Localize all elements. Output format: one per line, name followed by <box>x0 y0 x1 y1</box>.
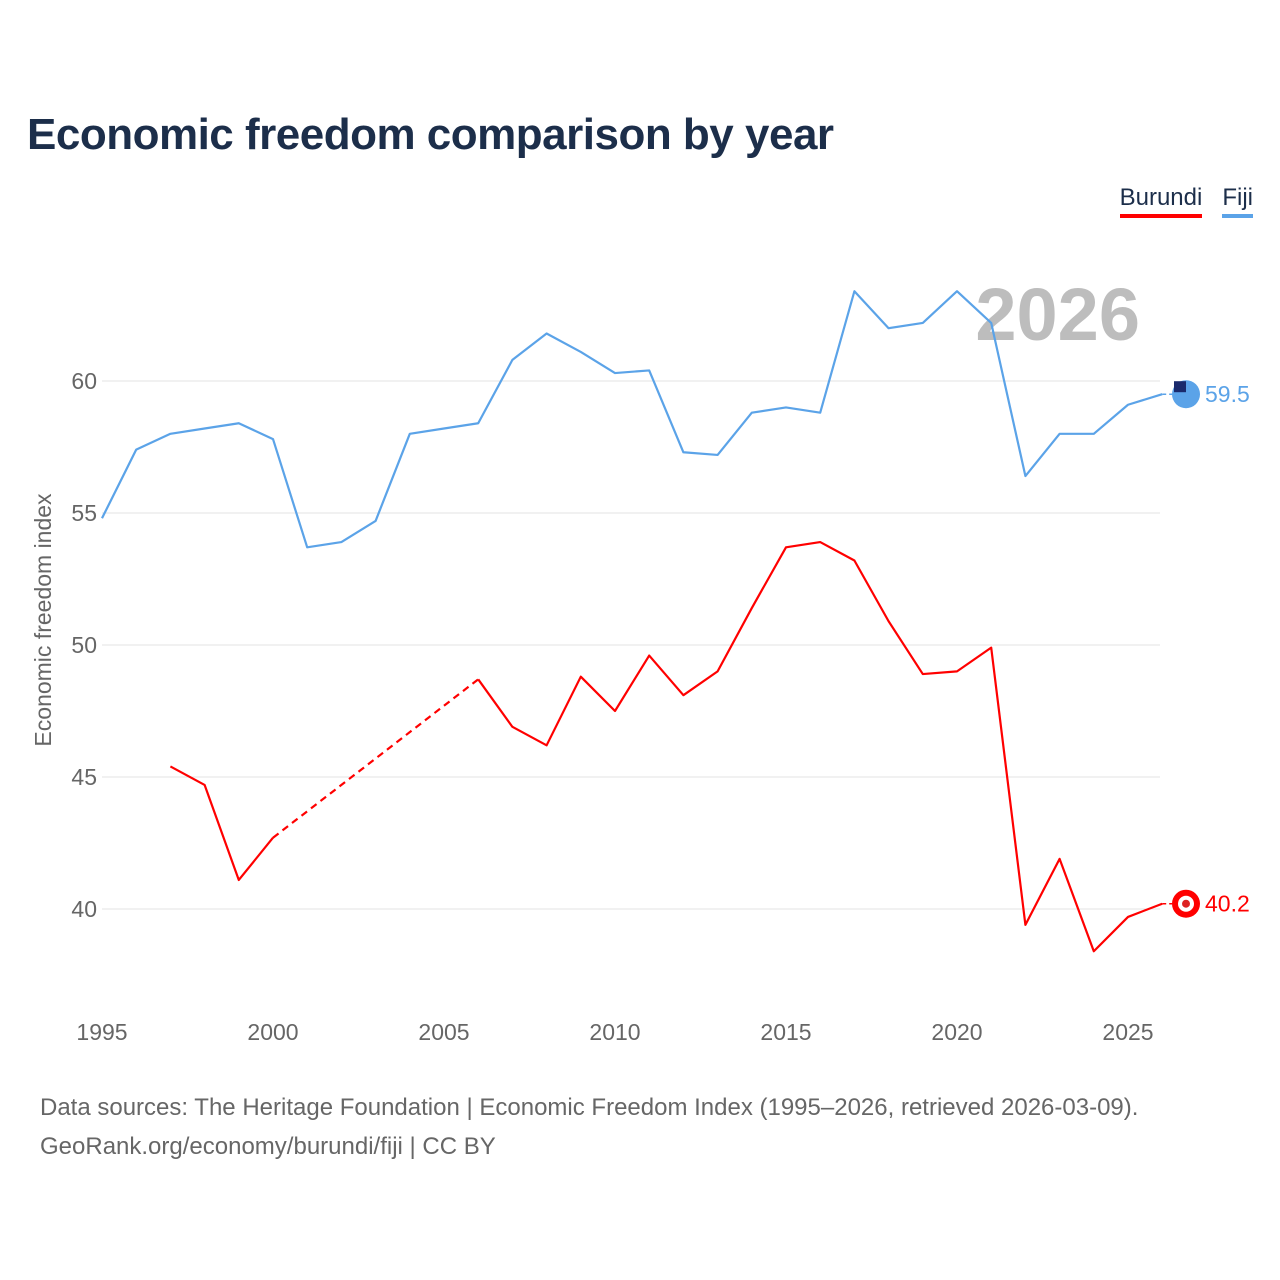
burundi-point <box>782 543 790 551</box>
y-tick-label: 55 <box>71 500 97 526</box>
fiji-point <box>1124 401 1132 409</box>
fiji-point <box>850 287 858 295</box>
burundi-point <box>816 538 824 546</box>
fiji-point <box>474 419 482 427</box>
burundi-point <box>611 707 619 715</box>
legend-item-fiji[interactable]: Fiji <box>1222 184 1253 218</box>
burundi-point <box>987 644 995 652</box>
fiji-point <box>645 366 653 374</box>
burundi-point <box>235 876 243 884</box>
burundi-line <box>477 540 1163 953</box>
burundi-point <box>508 723 516 731</box>
burundi-line <box>169 765 274 882</box>
fiji-point <box>885 324 893 332</box>
x-tick-label: 2020 <box>931 1019 982 1045</box>
burundi-point <box>543 741 551 749</box>
legend-item-burundi[interactable]: Burundi <box>1119 184 1203 218</box>
fiji-point <box>782 403 790 411</box>
x-tick-label: 2010 <box>589 1019 640 1045</box>
burundi-point <box>474 675 482 683</box>
burundi-point <box>201 781 209 789</box>
x-tick-label: 2000 <box>247 1019 298 1045</box>
source-line-1: Data sources: The Heritage Foundation | … <box>40 1094 1139 1121</box>
burundi-point <box>679 691 687 699</box>
fiji-point <box>953 287 961 295</box>
burundi-end-label: 40.2 <box>1205 891 1250 917</box>
fiji-point <box>577 348 585 356</box>
y-tick-label: 50 <box>71 632 97 658</box>
fiji-point <box>406 430 414 438</box>
fiji-point <box>679 448 687 456</box>
year-watermark: 2026 <box>975 273 1140 356</box>
chart-title: Economic freedom comparison by year <box>27 110 834 159</box>
burundi-point <box>953 667 961 675</box>
fiji-point <box>543 329 551 337</box>
fiji-point <box>372 517 380 525</box>
burundi-point <box>577 673 585 681</box>
fiji-point <box>98 514 106 522</box>
burundi-point <box>1090 947 1098 955</box>
fiji-point <box>1021 472 1029 480</box>
burundi-point <box>269 834 277 842</box>
fiji-point <box>816 409 824 417</box>
fiji-point <box>611 369 619 377</box>
burundi-point <box>1056 855 1064 863</box>
burundi-point <box>1021 921 1029 929</box>
fiji-point <box>508 356 516 364</box>
x-tick-label: 2005 <box>418 1019 469 1045</box>
fiji-point <box>1090 430 1098 438</box>
burundi-point <box>714 667 722 675</box>
source-line-2[interactable]: GeoRank.org/economy/burundi/fiji | CC BY <box>40 1133 496 1160</box>
fiji-point <box>987 319 995 327</box>
y-axis-label: Economic freedom index <box>30 493 56 747</box>
burundi-point <box>885 617 893 625</box>
burundi-point <box>919 670 927 678</box>
y-tick-label: 60 <box>71 368 97 394</box>
fiji-line <box>101 290 1163 549</box>
fiji-point <box>1056 430 1064 438</box>
burundi-point <box>748 604 756 612</box>
burundi-gap-line <box>272 678 479 839</box>
fiji-point <box>201 425 209 433</box>
fiji-end-label: 59.5 <box>1205 381 1250 407</box>
x-tick-label: 2015 <box>760 1019 811 1045</box>
y-tick-label: 45 <box>71 764 97 790</box>
x-tick-label: 1995 <box>76 1019 127 1045</box>
legend: Burundi Fiji <box>1119 184 1253 218</box>
fiji-flag-icon <box>1174 381 1186 393</box>
fiji-point <box>166 430 174 438</box>
x-tick-label: 2025 <box>1102 1019 1153 1045</box>
fiji-point <box>303 543 311 551</box>
burundi-point <box>166 762 174 770</box>
fiji-point <box>337 538 345 546</box>
burundi-flag-icon <box>1182 899 1190 908</box>
source-note: Data sources: The Heritage Foundation | … <box>40 1088 1138 1166</box>
fiji-point <box>132 446 140 454</box>
burundi-point <box>850 557 858 565</box>
y-tick-label: 40 <box>71 896 97 922</box>
burundi-point <box>1124 913 1132 921</box>
fiji-point <box>714 451 722 459</box>
fiji-point <box>440 425 448 433</box>
fiji-point <box>919 319 927 327</box>
fiji-point <box>269 435 277 443</box>
fiji-point <box>748 409 756 417</box>
burundi-point <box>645 652 653 660</box>
fiji-point <box>235 419 243 427</box>
